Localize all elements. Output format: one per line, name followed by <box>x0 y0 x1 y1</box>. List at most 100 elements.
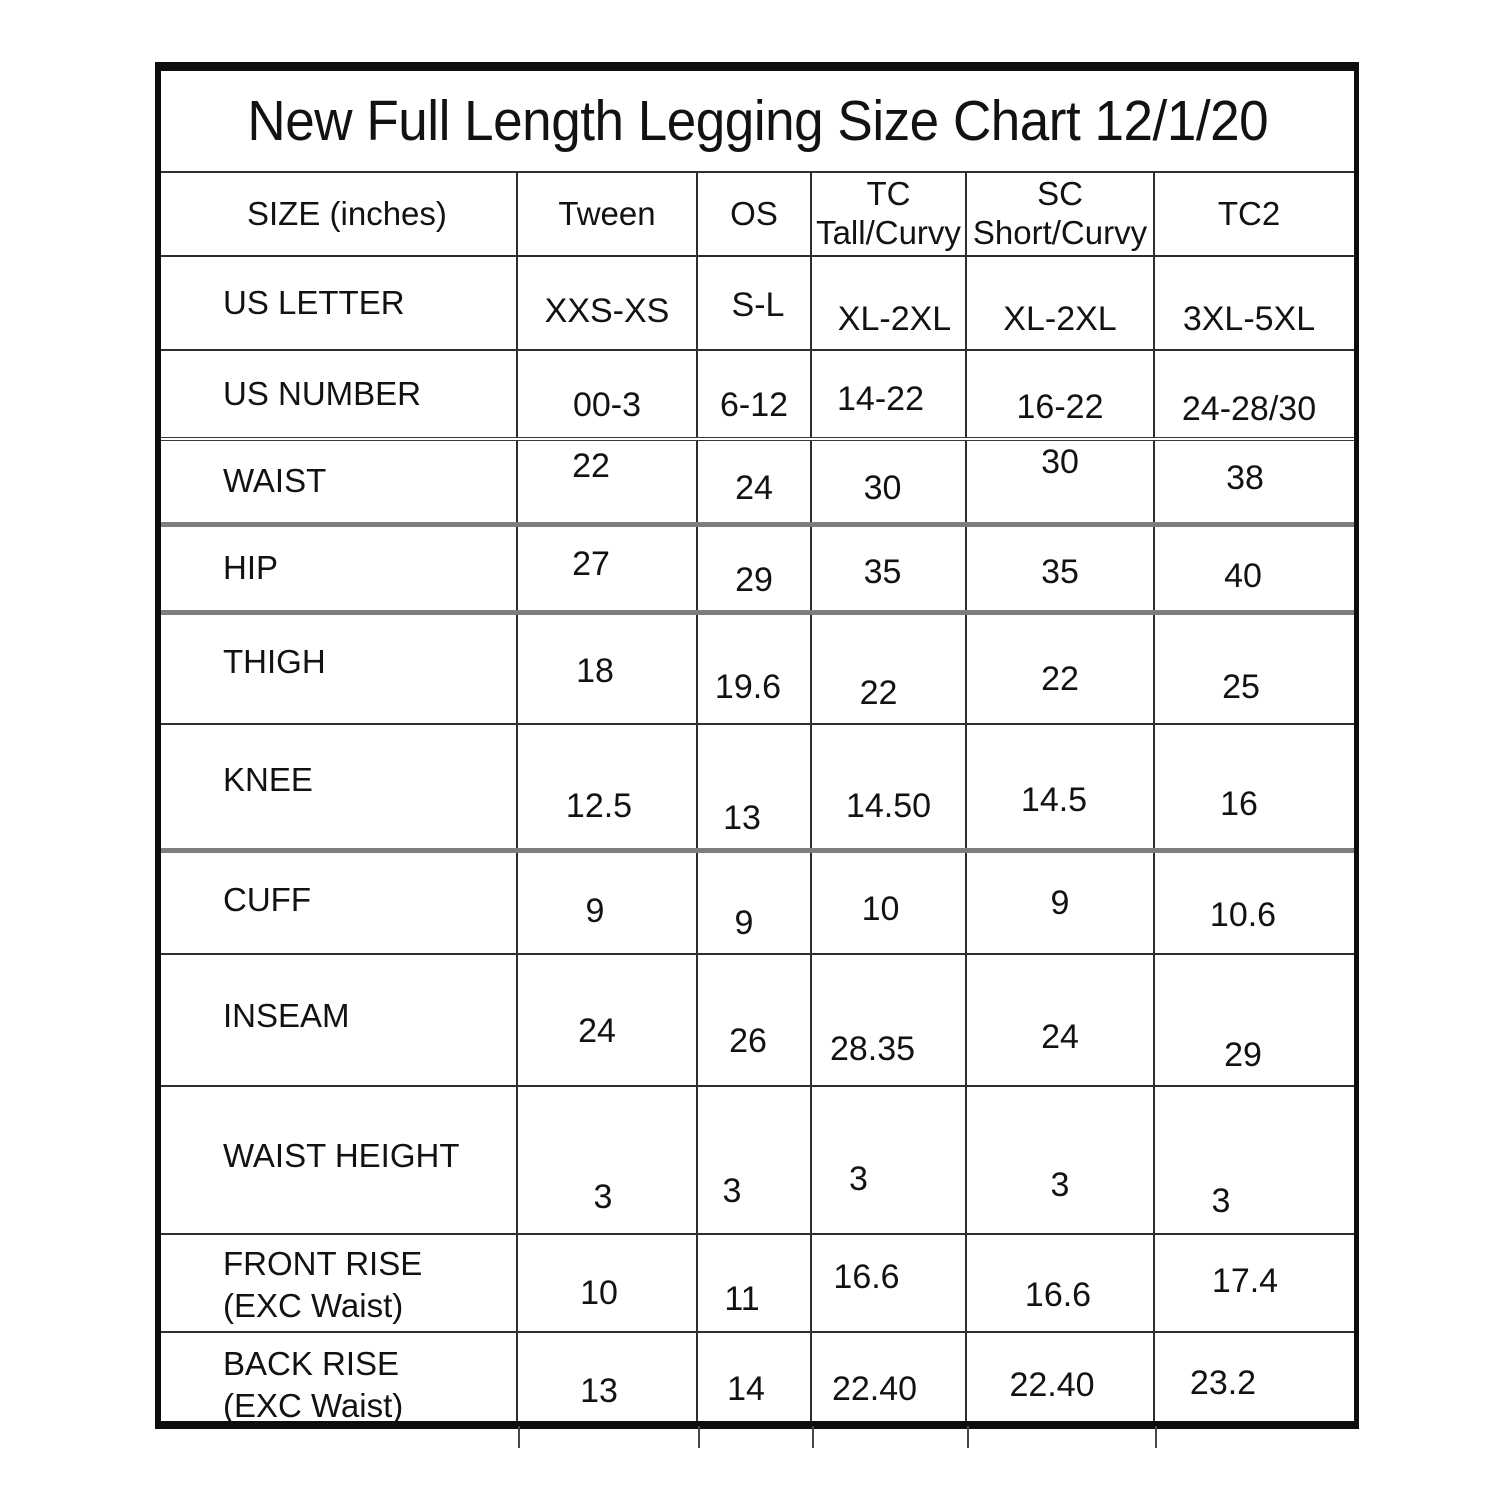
cell-value: 9 <box>734 904 754 942</box>
value-cell: 14-22 <box>812 351 967 437</box>
row-label-cell: THIGH <box>161 615 518 723</box>
cell-value: 23.2 <box>1189 1364 1257 1402</box>
value-cell: 6-12 <box>698 351 812 437</box>
value-cell: 10.6 <box>1155 853 1343 953</box>
value-cell: 14 <box>698 1333 812 1421</box>
value-cell: 24 <box>698 441 812 522</box>
header-cell-tc: TC Tall/Curvy <box>812 173 967 255</box>
value-cell: 10 <box>518 1235 698 1331</box>
cell-value: 13 <box>723 799 761 837</box>
cell-value: 22 <box>1041 660 1079 698</box>
header-line1: SC <box>1037 175 1083 213</box>
row-label-sub: (EXC Waist) <box>223 1387 404 1425</box>
value-cell: 28.35 <box>812 955 967 1085</box>
cell-value: 10 <box>580 1274 618 1312</box>
value-cell: 22 <box>812 615 967 723</box>
cell-value: 3 <box>849 1160 868 1198</box>
value-cell: 35 <box>967 527 1155 610</box>
cell-value: 3 <box>1211 1182 1231 1220</box>
table-row-hip: HIP 27 29 35 35 40 <box>161 527 1354 615</box>
cell-value: 10 <box>861 890 900 928</box>
cell-value: 29 <box>1224 1036 1262 1074</box>
cell-value: 35 <box>863 553 902 591</box>
value-cell: 16 <box>1155 725 1343 848</box>
header-cell-sc: SC Short/Curvy <box>967 173 1155 255</box>
value-cell: 3 <box>698 1087 812 1233</box>
row-label: US NUMBER <box>223 374 422 412</box>
cell-value: 22.40 <box>1009 1366 1095 1404</box>
value-cell: 29 <box>698 527 812 610</box>
cell-value: 35 <box>1041 553 1079 591</box>
table-row-us-number: US NUMBER 00-3 6-12 14-22 16-22 24-28/30 <box>161 351 1354 441</box>
cell-value: XL-2XL <box>837 300 952 338</box>
value-cell: 17.4 <box>1155 1235 1343 1331</box>
header-cell-os: OS <box>698 173 812 255</box>
row-label-sub: (EXC Waist) <box>223 1287 404 1325</box>
cell-value: 13 <box>580 1372 618 1410</box>
cell-value: 18 <box>576 652 614 690</box>
cell-value: XXS-XS <box>544 292 670 330</box>
cell-value: 22.40 <box>831 1370 918 1408</box>
row-label: WAIST HEIGHT <box>223 1137 460 1174</box>
value-cell: 16-22 <box>967 351 1155 437</box>
cell-value: 29 <box>735 561 773 599</box>
cell-value: 14 <box>727 1370 765 1408</box>
value-cell: XXS-XS <box>518 257 698 349</box>
cell-value: 11 <box>724 1280 760 1318</box>
row-label: BACK RISE <box>223 1345 400 1382</box>
cell-value: 24 <box>735 469 773 507</box>
size-chart-table: New Full Length Legging Size Chart 12/1/… <box>155 62 1359 1429</box>
value-cell: 12.5 <box>518 725 698 848</box>
value-cell: 14.50 <box>812 725 967 848</box>
value-cell: 9 <box>518 853 698 953</box>
table-row-waist: WAIST 22 24 30 30 38 <box>161 441 1354 527</box>
value-cell: 00-3 <box>518 351 698 437</box>
column-line-stub <box>698 1426 700 1448</box>
table-row-waist-height: WAIST HEIGHT 3 3 3 3 3 <box>161 1087 1354 1235</box>
value-cell: 22.40 <box>967 1333 1155 1421</box>
table-row-back-rise: BACK RISE (EXC Waist) 13 14 22.40 22.40 23.2 <box>161 1333 1354 1424</box>
value-cell: 3 <box>812 1087 967 1233</box>
cell-value: 10.6 <box>1209 896 1277 934</box>
value-cell: 19.6 <box>698 615 812 723</box>
cell-value: 40 <box>1224 557 1262 595</box>
cell-value: S-L <box>731 286 785 324</box>
header-line1: Tween <box>558 194 656 232</box>
value-cell: 27 <box>518 527 698 610</box>
value-cell: 29 <box>1155 955 1343 1085</box>
cell-value: 9 <box>585 892 605 930</box>
value-cell: 35 <box>812 527 967 610</box>
cell-value: 30 <box>1041 443 1079 481</box>
cell-value: 9 <box>1050 884 1070 922</box>
cell-value: 3 <box>1050 1166 1070 1204</box>
header-row: SIZE (inches) Tween OS TC Tall/Curvy SC Short/… <box>161 173 1354 257</box>
value-cell: 14.5 <box>967 725 1155 848</box>
row-label-cell: FRONT RISE (EXC Waist) <box>161 1235 518 1331</box>
table-row-inseam: INSEAM 24 26 28.35 24 29 <box>161 955 1354 1087</box>
header-size-label-text: SIZE (inches) <box>247 194 447 232</box>
value-cell: 9 <box>698 853 812 953</box>
header-line2: Tall/Curvy <box>816 214 961 251</box>
row-label-cell: WAIST <box>161 441 518 522</box>
cell-value: 12.5 <box>565 787 633 825</box>
cell-value: 38 <box>1226 459 1264 497</box>
value-cell: 3 <box>1155 1087 1343 1233</box>
value-cell: 3 <box>967 1087 1155 1233</box>
header-line1: OS <box>730 194 778 232</box>
column-line-stub <box>967 1426 969 1448</box>
cell-value: 16-22 <box>1016 388 1104 426</box>
size-chart-grid: SIZE (inches) Tween OS TC Tall/Curvy SC Short/… <box>161 173 1354 1424</box>
table-row-us-letter: US LETTER XXS-XS S-L XL-2XL XL-2XL 3XL-5XL <box>161 257 1354 351</box>
row-label-cell: CUFF <box>161 853 518 953</box>
cell-value: 14.50 <box>845 787 932 825</box>
value-cell: 25 <box>1155 615 1343 723</box>
value-cell: 16.6 <box>812 1235 967 1331</box>
table-row-thigh: THIGH 18 19.6 22 22 25 <box>161 615 1354 725</box>
cell-value: 24 <box>1041 1018 1079 1056</box>
value-cell: 22 <box>518 441 698 522</box>
value-cell: 23.2 <box>1155 1333 1343 1421</box>
value-cell: XL-2XL <box>967 257 1155 349</box>
cell-value: 3 <box>593 1178 613 1216</box>
row-label: WAIST <box>223 462 327 500</box>
row-label: HIP <box>223 549 279 587</box>
